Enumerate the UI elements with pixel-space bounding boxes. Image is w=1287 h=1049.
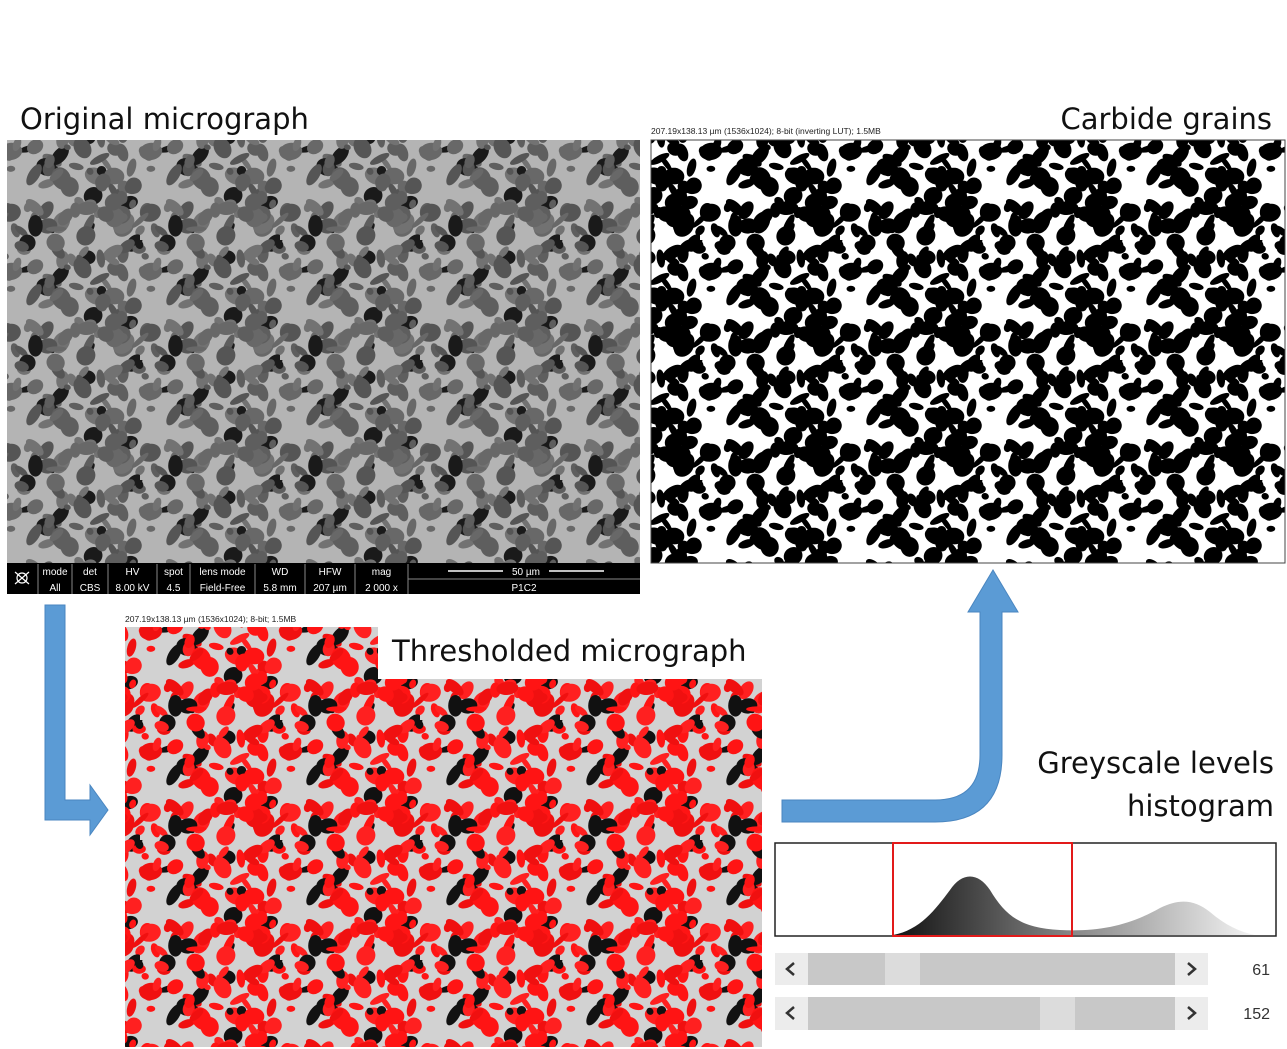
sem-value: 8.00 kV — [116, 583, 150, 594]
title-box — [378, 627, 762, 679]
sem-value: CBS — [80, 583, 101, 594]
sem-label: lens mode — [199, 567, 246, 578]
sem-label: spot — [164, 567, 183, 578]
sample-label: P1C2 — [511, 583, 536, 594]
sem-label: mag — [372, 567, 391, 578]
threshold-window — [892, 842, 1073, 937]
sem-value: 2 000 x — [365, 583, 398, 594]
title-histogram: Greyscale levels — [1037, 746, 1274, 780]
thresholded-image — [125, 627, 762, 1047]
slider[interactable] — [775, 997, 1208, 1030]
sem-value: 5.8 mm — [263, 583, 296, 594]
arrow-up — [781, 569, 1019, 823]
sem-label: HV — [126, 567, 140, 578]
scale-label: 50 µm — [512, 567, 540, 578]
sem-icon — [14, 571, 30, 585]
histogram-shape — [893, 876, 1255, 935]
carbide-image — [650, 139, 1286, 564]
slider-value: 61 — [1252, 962, 1270, 979]
sem-value: All — [49, 583, 60, 594]
title-original: Original micrograph — [20, 102, 309, 136]
sem-label: HFW — [319, 567, 342, 578]
slider-value: 152 — [1243, 1006, 1270, 1023]
image-header: 207.19x138.13 µm (1536x1024); 8-bit (inv… — [651, 126, 881, 136]
sem-value: 4.5 — [167, 583, 181, 594]
title-histogram: histogram — [1127, 789, 1274, 823]
scale-label-bg — [503, 565, 549, 576]
original-image — [7, 140, 640, 563]
arrow-down-right — [44, 604, 109, 837]
sem-cells: mode All det CBS HV 8.00 kV spot 4.5 lens mode Fi… — [37, 564, 640, 594]
title-thresholded: Thresholded micrograph — [391, 634, 747, 668]
sem-label: WD — [272, 567, 289, 578]
title-carbide: Carbide grains — [1060, 102, 1272, 136]
slider[interactable] — [775, 953, 1208, 985]
sem-value: Field-Free — [200, 583, 246, 594]
image-header: 207.19x138.13 µm (1536x1024); 8-bit; 1.5… — [125, 614, 297, 624]
sem-label: det — [83, 567, 97, 578]
sem-label: mode — [42, 567, 67, 578]
sem-value: 207 µm — [313, 583, 347, 594]
